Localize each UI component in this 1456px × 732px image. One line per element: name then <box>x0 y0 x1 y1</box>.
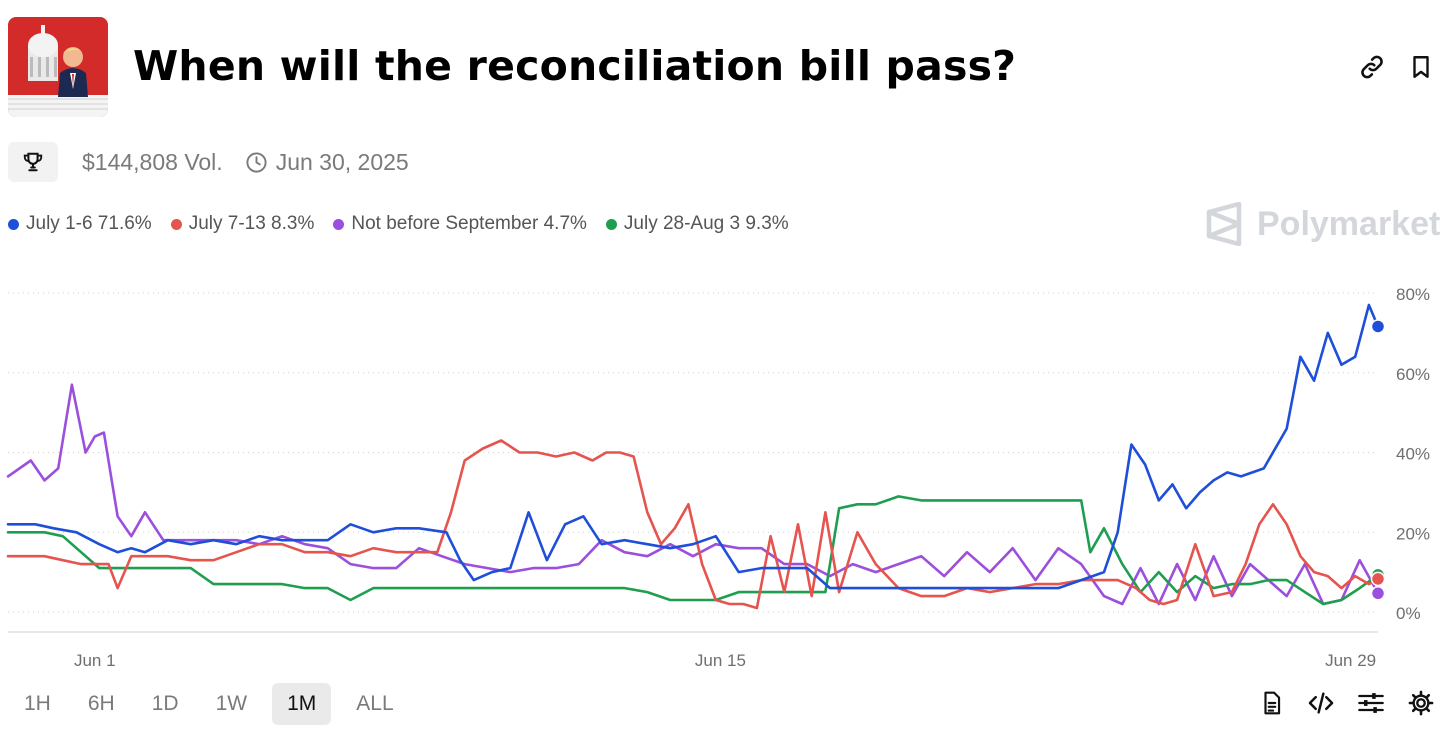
range-1w[interactable]: 1W <box>215 692 248 715</box>
legend-dot <box>333 218 345 230</box>
y-tick-label: 0% <box>1396 604 1421 623</box>
probability-line-chart: 0% 20% 40% 60% 80% Jun 1 Jun 15 Jun 29 <box>6 285 1430 670</box>
x-tick-label: Jun 15 <box>695 651 746 670</box>
legend-item-july-7-13: July 7-13 8.3% <box>170 213 315 235</box>
range-1h[interactable]: 1H <box>24 692 51 715</box>
legend-label: Not before September 4.7% <box>351 213 587 234</box>
range-all[interactable]: ALL <box>356 692 394 715</box>
sliders-icon <box>1358 693 1384 713</box>
legend-dot <box>605 218 617 230</box>
document-icon <box>1264 691 1281 715</box>
link-icon <box>1361 55 1383 79</box>
bookmark-button[interactable] <box>1405 51 1437 83</box>
bookmark-icon <box>1413 56 1429 78</box>
series-line-july-7-13 <box>6 439 1380 610</box>
copy-link-button[interactable] <box>1356 51 1388 83</box>
legend-item-july-28-aug-3: July 28-Aug 3 9.3% <box>605 213 789 235</box>
embed-button[interactable] <box>1305 687 1337 719</box>
range-6h[interactable]: 6H <box>87 692 115 715</box>
market-meta: $144,808 Vol. Jun 30, 2025 <box>8 141 409 183</box>
legend-item-not-before-september: Not before September 4.7% <box>333 213 587 235</box>
series-line-not-before-september <box>6 383 1380 606</box>
chart-gridlines <box>8 292 1378 633</box>
y-axis-ticks: 0% 20% 40% 60% 80% <box>1396 285 1430 623</box>
y-tick-label: 20% <box>1396 524 1430 543</box>
legend-item-july-1-6: July 1-6 71.6% <box>8 213 152 235</box>
y-tick-label: 40% <box>1396 445 1430 464</box>
end-date-text: Jun 30, 2025 <box>275 148 409 175</box>
range-1d[interactable]: 1D <box>151 692 179 715</box>
x-tick-label: Jun 29 <box>1325 651 1376 670</box>
legend-label: July 28-Aug 3 9.3% <box>623 213 789 234</box>
gear-icon <box>1408 690 1434 716</box>
market-title: When will the reconciliation bill pass? <box>133 42 1017 90</box>
volume-text: $144,808 Vol. <box>82 148 223 175</box>
series-endpoint-not-before-september <box>1370 586 1386 601</box>
market-image <box>8 17 108 117</box>
chart-legend: July 1-6 71.6% July 7-13 8.3% Not before… <box>8 213 808 235</box>
chart-filters-button[interactable] <box>1355 687 1387 719</box>
series-line-july-1-6 <box>6 303 1380 590</box>
legend-label: July 1-6 71.6% <box>26 213 152 234</box>
chart-series <box>6 303 1386 610</box>
x-tick-label: Jun 1 <box>74 651 116 670</box>
time-range-selector: 1H 6H 1D 1W 1M ALL <box>12 683 419 725</box>
y-tick-label: 80% <box>1396 285 1430 304</box>
x-axis-ticks: Jun 1 Jun 15 Jun 29 <box>74 651 1376 670</box>
legend-label: July 7-13 8.3% <box>188 213 315 234</box>
series-endpoint-july-1-6 <box>1370 319 1386 334</box>
brand-name: Polymarket <box>1257 204 1441 243</box>
code-icon <box>1308 692 1334 714</box>
chart-settings-button[interactable] <box>1405 687 1437 719</box>
series-endpoint-july-7-13 <box>1370 571 1386 587</box>
series-line-july-28-aug-3 <box>6 495 1380 606</box>
polymarket-watermark: Polymarket <box>1205 202 1440 246</box>
trophy-icon <box>23 152 43 172</box>
clock-icon <box>245 151 268 174</box>
legend-dot <box>8 218 19 230</box>
trophy-button[interactable] <box>8 142 58 182</box>
market-thumbnail <box>8 17 108 117</box>
rules-document-button[interactable] <box>1256 687 1288 719</box>
y-tick-label: 60% <box>1396 365 1430 384</box>
polymarket-logo-icon <box>1206 202 1242 246</box>
legend-dot <box>170 218 182 230</box>
range-1m[interactable]: 1M <box>272 683 332 725</box>
